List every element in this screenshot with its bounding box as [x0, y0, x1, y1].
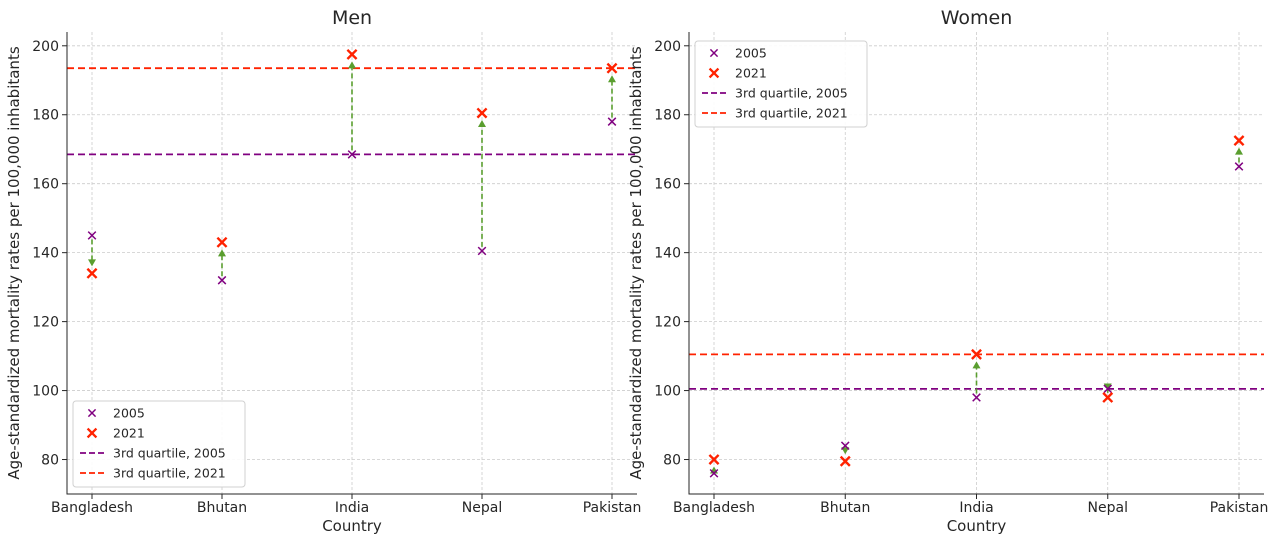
y-axis-title: Age-standardized mortality rates per 100… — [5, 46, 23, 479]
x-tick-label: India — [959, 500, 993, 516]
x-axis-title: Country — [322, 517, 382, 535]
legend: 2005 2021 3rd quartile, 2005 3rd quartile, … — [72, 400, 246, 488]
legend-item: 2021 — [708, 66, 767, 81]
marker-2021-nepal — [476, 107, 488, 119]
change-arrow — [348, 61, 356, 151]
change-arrow — [972, 361, 981, 394]
legend-label: 3rd quartile, 2021 — [735, 106, 848, 121]
y-tick-label: 160 — [32, 177, 59, 193]
legend-label: 3rd quartile, 2005 — [113, 446, 226, 461]
legend-item: 2005 — [709, 46, 767, 61]
change-arrow — [608, 75, 616, 118]
marker-2021-nepal — [1102, 392, 1114, 403]
x-axis-title: Country — [947, 517, 1007, 535]
legend-marker — [86, 427, 98, 439]
legend: 2005 2021 3rd quartile, 2005 3rd quartile, … — [694, 40, 868, 128]
change-arrow — [478, 120, 486, 247]
marker-2005-bhutan — [217, 275, 227, 285]
y-tick-label: 120 — [32, 315, 59, 331]
legend-item: 3rd quartile, 2005 — [80, 446, 226, 461]
y-tick-label: 100 — [654, 384, 681, 400]
y-tick-label: 160 — [654, 177, 681, 193]
axis-spine — [688, 32, 1264, 495]
marker-2005-bangladesh — [87, 231, 97, 240]
x-tick-label: Bangladesh — [673, 500, 755, 516]
legend-item: 3rd quartile, 2021 — [702, 106, 848, 121]
x-tick-label: Nepal — [1088, 500, 1128, 516]
marker-2021-bangladesh — [86, 267, 98, 279]
y-axis-title: Age-standardized mortality rates per 100… — [627, 46, 645, 479]
panel-title: Men — [332, 7, 372, 29]
legend-item: 2005 — [87, 406, 145, 421]
marker-2005-bangladesh — [709, 468, 719, 478]
marker-2005-india — [972, 393, 981, 402]
legend-marker — [87, 408, 97, 418]
panel-title: Women — [941, 7, 1013, 29]
y-tick-label: 80 — [663, 453, 681, 469]
x-tick-label: India — [335, 500, 369, 516]
marker-2021-bhutan — [839, 455, 851, 467]
y-tick-label: 140 — [32, 246, 59, 262]
marker-2021-bangladesh — [708, 454, 720, 465]
change-arrow — [218, 249, 226, 277]
y-tick-label: 80 — [41, 453, 59, 469]
legend-marker — [709, 48, 719, 58]
x-tick-label: Nepal — [462, 500, 502, 516]
x-tick-label: Bhutan — [197, 500, 247, 516]
marker-2021-bhutan — [216, 236, 228, 248]
marker-2005-nepal — [477, 246, 487, 256]
y-tick-label: 200 — [654, 39, 681, 55]
marker-2021-india — [346, 48, 358, 60]
x-tick-label: Bhutan — [820, 500, 870, 516]
x-tick-label: Pakistan — [1210, 500, 1269, 516]
y-tick-label: 180 — [654, 108, 681, 124]
axis-spine — [66, 32, 637, 495]
legend-label: 3rd quartile, 2005 — [735, 86, 848, 101]
change-arrow — [88, 239, 96, 267]
marker-2005-pakistan — [1234, 162, 1244, 171]
marker-2005-nepal — [1103, 384, 1113, 394]
legend-label: 2021 — [735, 66, 767, 81]
legend-marker — [708, 67, 720, 79]
x-tick-label: Bangladesh — [51, 500, 133, 516]
women-panel: 80 100 120 140 160 180 200 Bangladesh Bhutan Indi… — [627, 7, 1268, 535]
y-tick-label: 120 — [654, 315, 681, 331]
y-tick-label: 100 — [32, 384, 59, 400]
marker-2021-india — [971, 348, 982, 360]
legend-label: 2021 — [113, 426, 145, 441]
marker-2021-pakistan — [1233, 135, 1245, 147]
change-arrow — [841, 447, 850, 455]
men-panel: 80 100 120 140 160 180 200 Bangladesh Bhutan Indi… — [5, 7, 641, 535]
marker-2005-bhutan — [840, 441, 850, 451]
change-arrow — [1235, 147, 1243, 163]
marker-2021-pakistan — [606, 62, 618, 74]
marker-2005-india — [347, 150, 357, 159]
y-tick-label: 200 — [32, 39, 59, 55]
legend-label: 3rd quartile, 2021 — [113, 466, 226, 481]
legend-item: 3rd quartile, 2021 — [80, 466, 226, 481]
x-tick-label: Pakistan — [583, 500, 642, 516]
legend-item: 2021 — [86, 426, 145, 441]
legend-label: 2005 — [113, 406, 145, 421]
legend-label: 2005 — [735, 46, 767, 61]
marker-2005-pakistan — [607, 117, 617, 126]
y-tick-label: 180 — [32, 108, 59, 124]
legend-item: 3rd quartile, 2005 — [702, 86, 848, 101]
y-tick-label: 140 — [654, 246, 681, 262]
